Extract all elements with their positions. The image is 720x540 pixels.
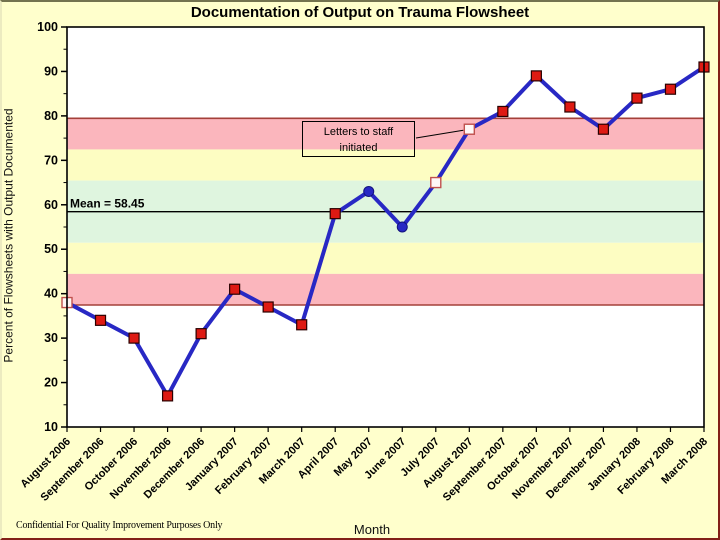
data-point-square [229,283,241,295]
x-axis-title: Month [353,522,391,537]
x-tick-label: December 2007 [544,436,610,502]
data-point-square [161,390,174,402]
data-point-square [564,101,576,113]
y-tick-label: 40 [44,287,58,301]
y-tick-label: 70 [44,153,58,167]
data-point-circle [396,221,408,233]
data-point-square [262,301,274,313]
data-point-square [128,332,140,344]
data-point-square [597,123,610,135]
sigma-zone-yellow [67,149,704,181]
y-axis-title: Percent of Flowsheets with Output Docume… [1,108,16,363]
data-point-square [497,105,509,118]
y-tick-label: 20 [44,376,58,390]
x-tick-label: November 2007 [510,436,576,502]
annotation-text-line2: initiated [339,142,378,154]
chart-title: Documentation of Output on Trauma Flowsh… [190,4,530,21]
x-tick-label: December 2006 [142,436,208,502]
data-point-square [94,314,107,326]
data-point-square [631,92,643,104]
data-point-square [296,319,308,331]
mean-label: Mean = 58.45 [70,197,145,211]
data-point-square [664,83,677,95]
data-point-square [329,208,341,220]
plot-border [66,26,705,428]
y-tick-label: 60 [44,198,58,212]
data-point-square [530,70,542,82]
sigma-zone-yellow [67,242,704,274]
y-tick-label: 10 [44,420,58,434]
annotation-text-line1: Letters to staff [323,126,394,138]
annotation-callout-box: Letters to staff initiated [302,121,415,157]
y-tick-label: 90 [44,64,58,78]
sigma-zone-pink [67,273,704,305]
y-tick-label: 50 [44,242,58,256]
data-point-open-square [430,176,442,189]
x-tick-label: November 2006 [108,436,174,502]
annotation-callout-line [415,129,464,139]
confidentiality-note: Confidential For Quality Improvement Pur… [16,520,223,531]
y-tick-label: 80 [44,109,58,123]
data-point-circle [363,185,375,197]
y-tick-label: 100 [37,20,58,34]
data-point-square [195,328,207,340]
y-tick-label: 30 [44,331,58,345]
data-point-open-square [463,123,476,135]
